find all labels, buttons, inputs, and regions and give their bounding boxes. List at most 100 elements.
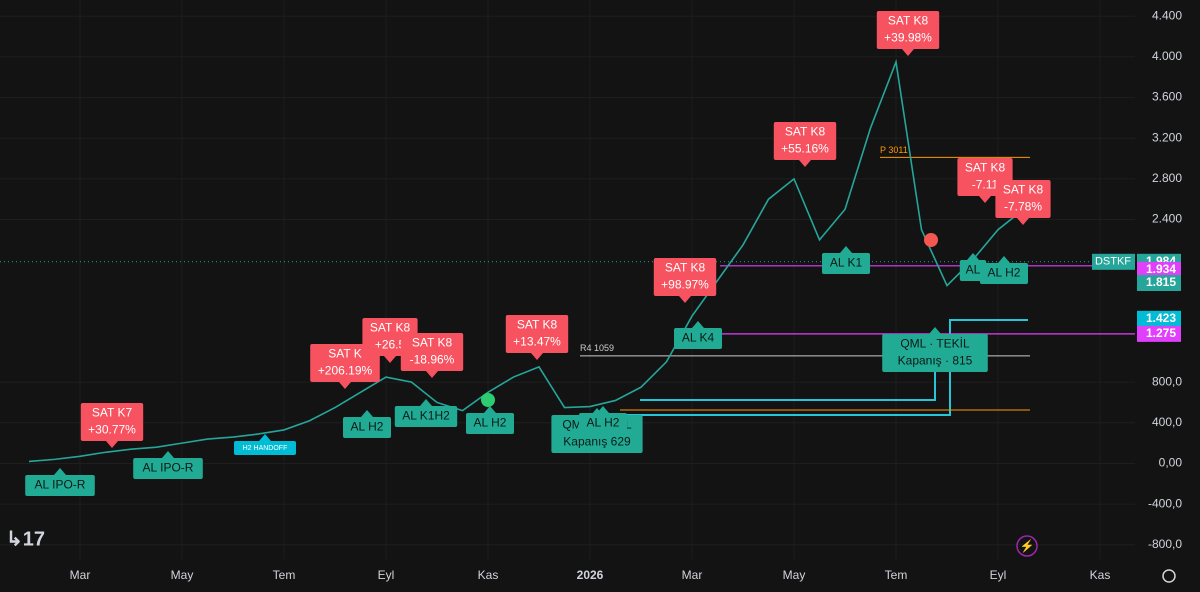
label-pointer <box>692 321 704 328</box>
x-tick-label: May <box>783 568 806 582</box>
label-text: SAT K <box>328 347 362 361</box>
price-badge <box>1137 310 1181 327</box>
price-line-series <box>28 58 1024 463</box>
label-box <box>80 403 144 441</box>
label-text: AL K1H2 <box>402 409 450 423</box>
y-tick-label: -400,0 <box>1148 496 1182 510</box>
label-text: +39.98% <box>884 31 932 45</box>
label-text: +30.77% <box>88 423 136 437</box>
label-box <box>343 417 391 438</box>
price-badge-label: 1.423 <box>1146 311 1176 325</box>
signal-label: AL H2 <box>579 406 627 434</box>
svg-text:↳17: ↳17 <box>6 528 45 550</box>
label-text: +55.16% <box>781 142 829 156</box>
label-text: AL <box>966 263 981 277</box>
price-badge-label: 1.275 <box>1146 326 1176 340</box>
label-text: AL H2 <box>988 266 1021 280</box>
price-badge-label: 1.815 <box>1146 275 1176 289</box>
label-pointer <box>420 399 432 406</box>
label-box <box>579 413 627 434</box>
symbol-label: DSTKF <box>1095 256 1131 268</box>
price-badge-label: 1.934 <box>1146 262 1176 276</box>
level-label: P 3011 <box>880 145 908 155</box>
label-pointer <box>902 49 914 56</box>
label-box <box>25 475 95 496</box>
signal-label: AL <box>959 253 987 281</box>
x-tick-label: Eyl <box>378 568 395 582</box>
label-pointer <box>998 256 1010 263</box>
label-text: SAT K8 <box>888 14 929 28</box>
label-text: SAT K8 <box>785 125 826 139</box>
settings-icon[interactable] <box>1162 569 1176 583</box>
y-tick-label: -800,0 <box>1148 537 1182 551</box>
alert-icon[interactable] <box>1016 535 1038 557</box>
y-tick-label: 0,00 <box>1159 456 1183 470</box>
y-tick-label: 3.600 <box>1152 90 1182 104</box>
label-text: Kapanış · 815 <box>898 354 973 368</box>
label-pointer <box>339 382 351 389</box>
label-pointer <box>979 196 991 203</box>
label-text: +13.47% <box>513 335 561 349</box>
signal-label: SAT K8 +55.16% <box>773 122 837 167</box>
label-text: AL K4 <box>682 331 715 345</box>
label-pointer <box>1017 218 1029 225</box>
price-badge <box>1137 274 1181 291</box>
label-box <box>133 458 203 479</box>
signal-label: AL K4 <box>674 321 722 349</box>
signal-label: H2 HANDOFF <box>234 434 296 455</box>
signal-dot <box>481 393 495 407</box>
label-text: SAT K8 <box>965 161 1006 175</box>
price-badge <box>1137 261 1181 278</box>
label-text: Kapanış 629 <box>563 435 631 449</box>
signal-label: SAT K8 -7.78% <box>995 180 1051 225</box>
y-tick-label: 2.400 <box>1152 212 1182 226</box>
label-box <box>980 263 1028 284</box>
label-pointer <box>162 451 174 458</box>
y-tick-label: 2.800 <box>1152 171 1182 185</box>
x-tick-label: 2026 <box>577 568 604 582</box>
label-text: AL IPO-R <box>35 478 86 492</box>
label-box <box>234 441 296 455</box>
label-box <box>653 258 717 296</box>
label-pointer <box>384 356 396 363</box>
label-pointer <box>799 160 811 167</box>
logo: ↳17 <box>6 528 45 550</box>
label-text: QML · TEKİL <box>900 337 970 351</box>
x-tick-label: May <box>171 568 194 582</box>
x-tick-label: Kas <box>478 568 499 582</box>
label-pointer <box>106 441 118 448</box>
signal-label: AL H2 <box>980 256 1028 284</box>
label-box <box>505 315 569 353</box>
label-box <box>674 328 722 349</box>
signal-label: AL K1 <box>822 246 870 274</box>
label-box <box>876 11 940 49</box>
signal-label: SAT K8 -18.96% <box>400 333 464 378</box>
signal-label: SAT K8 +98.97% <box>653 258 717 303</box>
label-text: +26.5 <box>375 338 406 352</box>
signal-label: SAT K7 +30.77% <box>80 403 144 448</box>
label-text: AL H2 <box>474 416 507 430</box>
y-tick-label: 400,0 <box>1152 415 1182 429</box>
label-text: -18.96% <box>410 353 455 367</box>
label-text: +206.19% <box>318 364 373 378</box>
signal-label: AL H2 <box>343 410 391 438</box>
label-box <box>822 253 870 274</box>
label-box <box>400 333 464 371</box>
x-tick-label: Tem <box>273 568 296 582</box>
label-pointer <box>426 371 438 378</box>
label-text: AL IPO-R <box>143 461 194 475</box>
label-text: -7.11 <box>972 178 999 192</box>
signal-label: AL H2 <box>466 406 514 434</box>
signal-label: SAT K8 +39.98% <box>876 11 940 56</box>
label-box <box>995 180 1051 218</box>
level-label: R4 1059 <box>580 343 614 353</box>
x-tick-label: Tem <box>885 568 908 582</box>
x-tick-label: Mar <box>682 568 703 582</box>
alert-icon-glyph: ⚡ <box>1020 539 1035 553</box>
y-tick-label: 4.000 <box>1152 49 1182 63</box>
x-tick-label: Eyl <box>990 568 1007 582</box>
label-text: SAT K8 <box>412 336 453 350</box>
x-tick-label: Kas <box>1090 568 1111 582</box>
